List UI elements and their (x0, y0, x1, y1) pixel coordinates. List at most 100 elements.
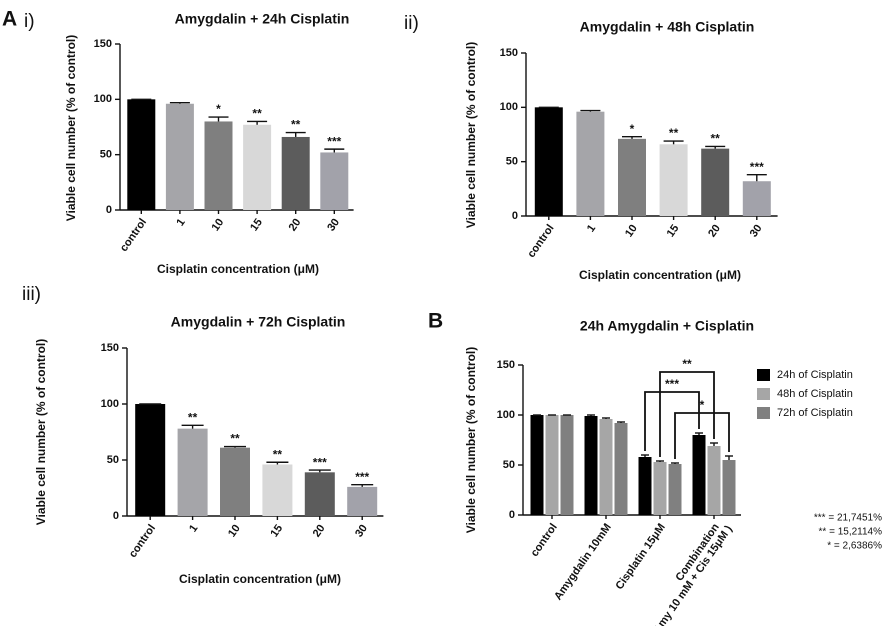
x-tick-label: control (127, 523, 158, 560)
y-tick-label: 100 (101, 398, 119, 410)
bar (576, 111, 605, 216)
bar (701, 148, 730, 216)
bar (599, 419, 613, 515)
bar (534, 107, 563, 216)
footnote: * = 2,6386% (827, 541, 882, 552)
x-axis-title: Cisplatin concentration (μM) (179, 572, 341, 586)
bar (722, 460, 736, 515)
bar (560, 415, 574, 515)
bar (707, 446, 721, 515)
x-tick-label: Amygdalin 10mM (552, 522, 614, 603)
y-axis-title: Viable cell number (% of control) (464, 42, 478, 228)
y-tick-label: 150 (101, 342, 119, 354)
bar (304, 472, 335, 516)
footnote: *** = 21,7451% (814, 513, 882, 524)
bar (692, 435, 706, 515)
significance: *** (750, 160, 764, 174)
chart-title: 24h Amygdalin + Cisplatin (580, 318, 754, 334)
bar (668, 464, 682, 515)
x-tick-label: 1 (585, 223, 598, 235)
x-tick-note: (Amy 10 mM + Cis 15μM ) (649, 523, 735, 626)
bar (320, 152, 349, 210)
x-tick-label: 15 (248, 217, 265, 234)
y-axis-title: Viable cell number (% of control) (64, 35, 78, 221)
bar (204, 121, 233, 210)
x-tick-label: 10 (623, 223, 640, 240)
bar (220, 447, 250, 516)
significance: * (216, 102, 221, 116)
legend-label: 24h of Cisplatin (777, 369, 853, 381)
x-axis-title: Cisplatin concentration (μM) (157, 262, 319, 276)
comparison-bracket (674, 412, 730, 459)
x-tick-label: 15 (268, 523, 285, 540)
x-tick-label: control (529, 522, 560, 559)
x-tick-label: 30 (748, 223, 765, 240)
panel-label: i) (24, 11, 35, 32)
y-tick-label: 0 (509, 509, 515, 521)
chart-title: Amygdalin + 48h Cisplatin (580, 19, 755, 35)
significance: *** (355, 470, 369, 484)
legend-label: 72h of Cisplatin (777, 407, 853, 419)
x-tick-label: 30 (325, 217, 342, 234)
significance: ** (273, 447, 283, 461)
y-axis-title: Viable cell number (% of control) (34, 339, 48, 525)
panel-label: ii) (404, 13, 419, 34)
y-tick-label: 50 (100, 149, 112, 161)
bar (165, 103, 194, 210)
x-tick-label: 10 (226, 523, 243, 540)
y-tick-label: 150 (497, 359, 515, 371)
footnote: ** = 15,2114% (819, 527, 883, 538)
x-axis-title: Cisplatin concentration (μM) (579, 268, 741, 282)
bar (614, 423, 628, 515)
bar (262, 464, 293, 516)
chart-title: Amygdalin + 24h Cisplatin (175, 11, 350, 27)
y-tick-label: 0 (512, 210, 518, 222)
bar (347, 486, 378, 516)
x-tick-label: 30 (353, 523, 370, 540)
x-tick-label: 20 (287, 217, 304, 234)
y-tick-label: 50 (503, 459, 515, 471)
significance: ** (711, 132, 721, 146)
panel-label: iii) (22, 284, 41, 305)
significance: ** (188, 410, 198, 424)
bar (135, 404, 166, 516)
significance: ** (669, 126, 679, 140)
bar (127, 99, 156, 210)
y-tick-label: 0 (106, 204, 112, 216)
comparison-label: ** (682, 357, 692, 371)
comparison-label: *** (665, 377, 679, 391)
bar (742, 181, 771, 216)
significance: ** (291, 118, 301, 132)
x-tick-label: 15 (665, 223, 682, 240)
y-tick-label: 50 (506, 156, 518, 168)
bar (530, 415, 544, 515)
y-tick-label: 100 (497, 409, 515, 421)
bar (177, 428, 208, 516)
chart-title: Amygdalin + 72h Cisplatin (171, 314, 346, 330)
x-tick-label: 1 (187, 523, 200, 535)
x-tick-label: control (525, 223, 556, 260)
comparison-bracket (644, 391, 700, 451)
comparison-label: * (700, 398, 705, 412)
y-tick-label: 100 (94, 93, 112, 105)
bar (545, 415, 559, 515)
bar (618, 138, 646, 216)
legend-swatch (757, 407, 770, 419)
bar (659, 144, 688, 216)
x-tick-label: 10 (209, 217, 226, 234)
x-tick-label: control (118, 217, 149, 254)
x-tick-label: 20 (706, 223, 723, 240)
bar (638, 457, 652, 515)
bar (584, 416, 598, 515)
significance: *** (327, 134, 341, 148)
y-tick-label: 150 (500, 47, 518, 59)
bar (243, 124, 272, 210)
y-tick-label: 50 (107, 454, 119, 466)
bar (281, 136, 310, 210)
significance: * (630, 122, 635, 136)
comparison-bracket (659, 371, 715, 457)
x-tick-label: 1 (174, 217, 187, 229)
significance: *** (313, 455, 327, 469)
significance: ** (230, 432, 240, 446)
